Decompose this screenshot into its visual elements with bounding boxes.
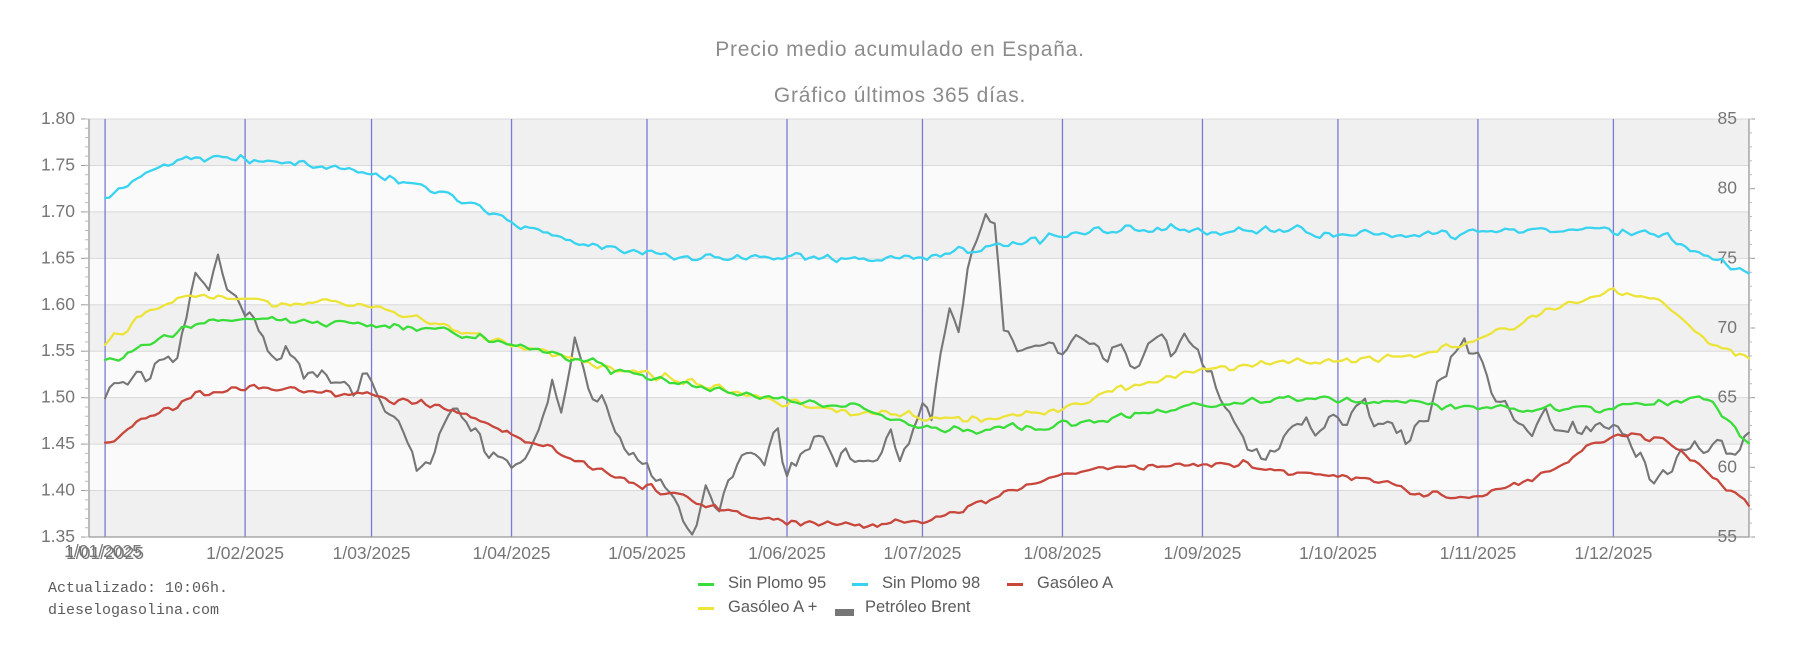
svg-text:1.40: 1.40: [41, 480, 75, 500]
svg-text:1/11/2025: 1/11/2025: [1440, 543, 1517, 563]
svg-text:1/08/2025: 1/08/2025: [1024, 543, 1102, 563]
svg-text:1/02/2025: 1/02/2025: [206, 543, 284, 563]
svg-text:1.75: 1.75: [41, 154, 75, 174]
svg-text:1.45: 1.45: [41, 433, 75, 453]
svg-text:1.70: 1.70: [41, 201, 75, 221]
svg-text:65: 65: [1718, 387, 1737, 407]
svg-text:1/01/2025: 1/01/2025: [64, 541, 142, 561]
svg-text:60: 60: [1718, 456, 1738, 476]
svg-text:1/09/2025: 1/09/2025: [1164, 543, 1242, 563]
svg-text:80: 80: [1718, 178, 1738, 198]
svg-text:1.55: 1.55: [41, 340, 75, 360]
svg-text:1/06/2025: 1/06/2025: [748, 543, 826, 563]
svg-text:85: 85: [1718, 108, 1737, 128]
svg-text:1.60: 1.60: [41, 294, 75, 314]
svg-text:1.80: 1.80: [41, 108, 75, 128]
svg-text:1.50: 1.50: [41, 387, 75, 407]
svg-text:1/04/2025: 1/04/2025: [473, 543, 551, 563]
svg-text:1/12/2025: 1/12/2025: [1574, 543, 1652, 563]
svg-text:55: 55: [1718, 526, 1737, 546]
svg-text:1/03/2025: 1/03/2025: [333, 543, 411, 563]
svg-text:1/05/2025: 1/05/2025: [608, 543, 686, 563]
svg-text:1.65: 1.65: [41, 247, 75, 267]
svg-text:1/10/2025: 1/10/2025: [1299, 543, 1377, 563]
svg-text:1/07/2025: 1/07/2025: [884, 543, 962, 563]
svg-text:70: 70: [1718, 317, 1738, 337]
